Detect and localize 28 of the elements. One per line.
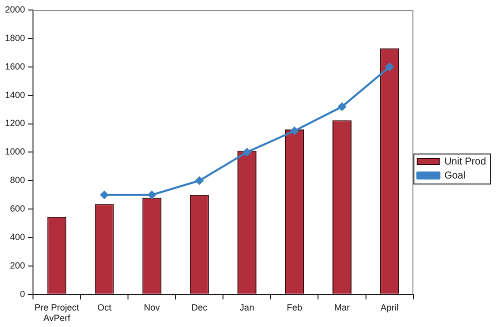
point xyxy=(100,190,108,199)
y-tick-label: 0 xyxy=(20,288,26,299)
legend-label: Unit Prod xyxy=(444,156,486,168)
point xyxy=(242,148,251,156)
x-tick-label: Mar xyxy=(334,302,350,312)
point xyxy=(195,176,204,185)
x-tick-label: Pre Project AvPerf xyxy=(34,302,80,324)
y-tick-label: 600 xyxy=(10,204,26,214)
point xyxy=(386,62,394,71)
y-tick-label: 400 xyxy=(10,232,26,242)
y-tick-label: 800 xyxy=(10,175,26,186)
legend-label: Goal xyxy=(444,170,466,182)
y-tick-label: 1800 xyxy=(4,32,26,43)
y-tick-label: 1600 xyxy=(4,61,26,72)
y-tick-label: 200 xyxy=(10,260,26,270)
y-tick-label: 1000 xyxy=(4,146,26,157)
point xyxy=(148,190,156,199)
point xyxy=(290,126,298,135)
x-tick-label: Feb xyxy=(286,302,302,312)
x-tick-label: Jan xyxy=(240,302,254,312)
x-tick-label: Oct xyxy=(97,302,112,312)
y-tick-label: 2000 xyxy=(4,4,26,14)
point xyxy=(338,102,346,111)
y-tick-label: 1400 xyxy=(4,90,26,100)
x-tick-label: Dec xyxy=(191,302,208,312)
x-tick-label: Nov xyxy=(144,302,160,312)
x-tick-label: April xyxy=(380,302,399,312)
y-tick-label: 1200 xyxy=(4,118,26,128)
